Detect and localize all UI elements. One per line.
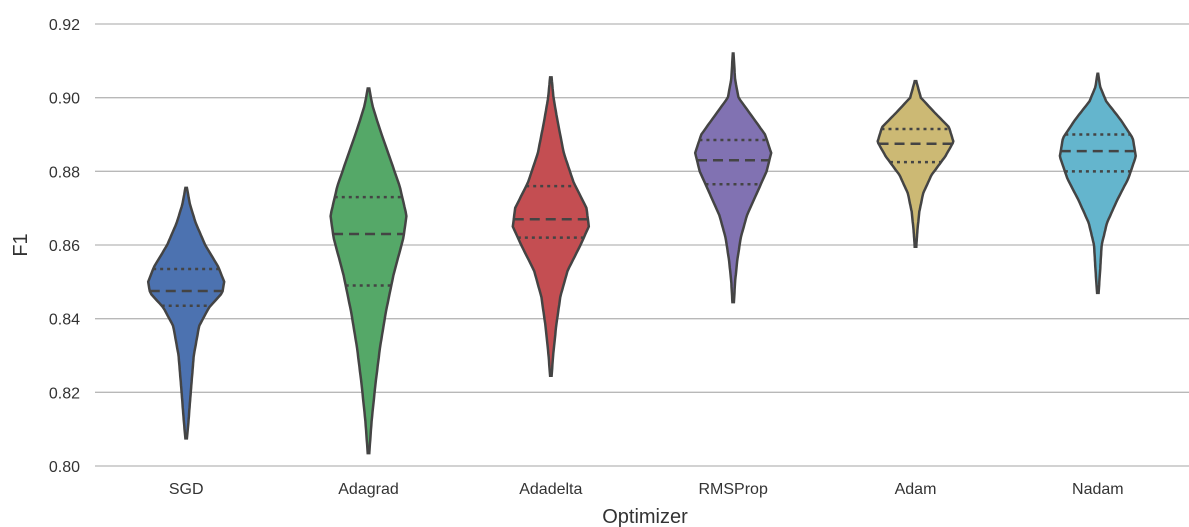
violin-body	[693, 52, 773, 304]
violin-sgd	[146, 186, 226, 440]
violin-rmsprop	[693, 52, 773, 304]
violin-adam	[876, 79, 955, 249]
violin-body	[511, 76, 591, 378]
violins	[146, 52, 1137, 455]
y-tick-labels: 0.80 0.82 0.84 0.86 0.88 0.90 0.92	[49, 17, 80, 476]
violin-body	[876, 79, 955, 249]
y-tick-label: 0.92	[49, 17, 80, 34]
x-tick-label: SGD	[169, 481, 204, 498]
x-tick-labels: SGD Adagrad Adadelta RMSProp Adam Nadam	[169, 481, 1124, 498]
violin-body	[1058, 72, 1137, 295]
y-tick-label: 0.80	[49, 459, 80, 476]
violin-body	[146, 186, 226, 440]
x-tick-label: Adam	[895, 481, 937, 498]
x-tick-label: Adagrad	[338, 481, 399, 498]
gridlines	[95, 23, 1189, 467]
y-tick-label: 0.86	[49, 238, 80, 255]
y-axis-label: F1	[10, 233, 32, 256]
y-tick-label: 0.84	[49, 312, 80, 329]
x-tick-label: Adadelta	[519, 481, 582, 498]
violin-nadam	[1058, 72, 1137, 295]
y-tick-label: 0.88	[49, 164, 80, 181]
x-axis-label: Optimizer	[602, 506, 688, 527]
x-tick-label: Nadam	[1072, 481, 1124, 498]
violin-adagrad	[329, 87, 408, 455]
x-tick-label: RMSProp	[698, 481, 767, 498]
y-tick-label: 0.82	[49, 385, 80, 402]
y-tick-label: 0.90	[49, 91, 80, 108]
violin-body	[329, 87, 408, 455]
violin-adadelta	[511, 76, 591, 378]
